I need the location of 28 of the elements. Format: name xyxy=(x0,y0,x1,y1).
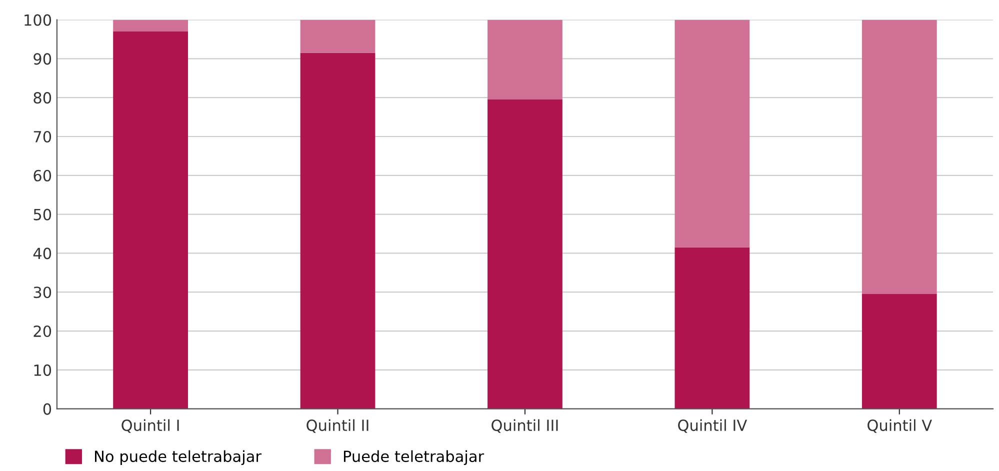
x-tick-label: Quintil III xyxy=(492,419,558,433)
y-tick-label: 30 xyxy=(34,286,52,298)
bar xyxy=(300,20,376,53)
bar xyxy=(488,20,562,100)
y-tick-label: 80 xyxy=(34,92,52,104)
bar xyxy=(674,20,750,248)
y-tick-label: 70 xyxy=(34,130,52,143)
bar xyxy=(674,247,750,409)
y-tick-label: 60 xyxy=(34,170,52,182)
x-tick-label: Quintil I xyxy=(122,419,179,433)
bar xyxy=(862,294,937,409)
bar xyxy=(862,20,937,294)
x-tick-label: Quintil IV xyxy=(678,419,748,433)
bar xyxy=(488,100,562,409)
y-tick-label: 0 xyxy=(43,403,52,415)
x-tick-label: Quintil II xyxy=(306,419,368,433)
y-tick-label: 50 xyxy=(34,208,52,220)
x-tick-label: Quintil V xyxy=(868,419,932,433)
y-tick-label: 10 xyxy=(34,364,52,376)
y-tick-label: 20 xyxy=(34,325,52,338)
y-tick-label: 100 xyxy=(24,14,52,26)
bar xyxy=(113,20,188,32)
y-tick-label: 90 xyxy=(34,53,52,65)
legend-label: Puede teletrabajar xyxy=(344,450,484,466)
bar xyxy=(113,31,188,409)
legend-label: No puede teletrabajar xyxy=(95,450,262,466)
bar xyxy=(300,52,376,409)
y-tick-label: 40 xyxy=(33,248,52,260)
